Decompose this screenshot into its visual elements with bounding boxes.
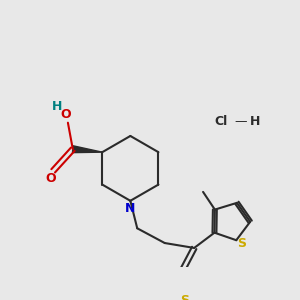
Text: S: S [180,294,189,300]
Text: Cl: Cl [214,115,227,128]
Polygon shape [73,146,102,153]
Text: H: H [250,115,260,128]
Text: O: O [61,108,71,121]
Text: H: H [52,100,62,113]
Text: S: S [237,237,246,250]
Text: O: O [45,172,56,185]
Text: —: — [234,115,247,128]
Text: N: N [125,202,136,215]
